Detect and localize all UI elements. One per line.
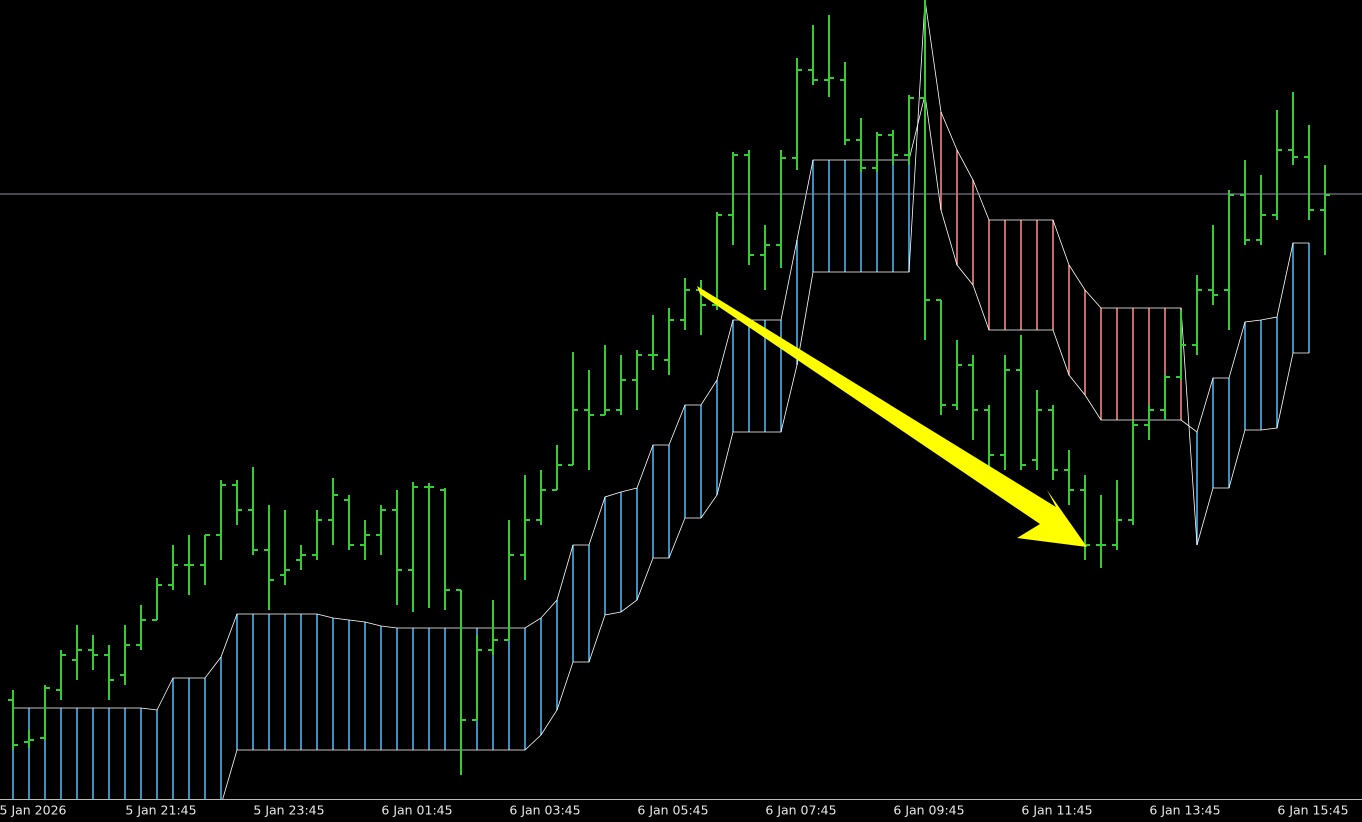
cloud-edge bbox=[222, 0, 1309, 799]
x-tick-label: 5 Jan 2026 bbox=[0, 803, 67, 818]
x-tick-label: 6 Jan 09:45 bbox=[893, 803, 964, 818]
x-tick-label: 6 Jan 11:45 bbox=[1021, 803, 1092, 818]
x-tick-label: 6 Jan 15:45 bbox=[1277, 803, 1348, 818]
x-axis: 5 Jan 2026 5 Jan 21:45 5 Jan 23:45 6 Jan 01… bbox=[0, 803, 1349, 818]
x-tick-label: 6 Jan 07:45 bbox=[765, 803, 836, 818]
x-tick-label: 5 Jan 23:45 bbox=[253, 803, 324, 818]
x-tick-label: 6 Jan 05:45 bbox=[637, 803, 708, 818]
cloud-edge bbox=[13, 94, 1309, 711]
annotation-arrow bbox=[697, 286, 1087, 547]
x-tick-label: 6 Jan 01:45 bbox=[381, 803, 452, 818]
x-tick-label: 6 Jan 13:45 bbox=[1149, 803, 1220, 818]
x-tick-label: 5 Jan 21:45 bbox=[125, 803, 196, 818]
x-tick-label: 6 Jan 03:45 bbox=[509, 803, 580, 818]
plot-area bbox=[0, 0, 1362, 799]
